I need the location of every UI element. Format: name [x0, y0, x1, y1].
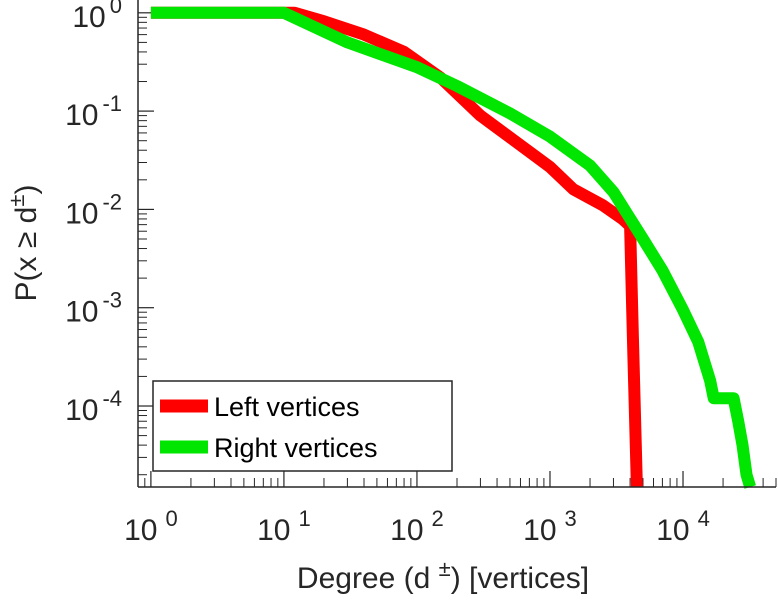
major-ticks [138, 12, 684, 487]
x-tick-label: 10 0 [124, 506, 178, 547]
series-layer [150, 6, 756, 489]
x-tick-label: 10 4 [656, 506, 710, 547]
y-tick-label: 10 0 [72, 0, 122, 34]
y-tick-label: 10 -2 [65, 189, 122, 230]
legend-label-right: Right vertices [214, 433, 378, 463]
x-tick-label: 10 1 [257, 506, 311, 547]
x-tick-labels: 10 0 10 1 10 2 10 3 10 4 [124, 506, 710, 547]
legend-label-left: Left vertices [214, 392, 360, 422]
x-tick-label: 10 2 [390, 506, 444, 547]
y-tick-label: 10 -1 [65, 91, 122, 132]
y-tick-label: 10 -4 [65, 386, 122, 427]
legend-box [152, 380, 453, 472]
y-axis-title: P(x ≥ d±) [4, 185, 43, 302]
x-tick-label: 10 3 [523, 506, 577, 547]
series-line-right-vertices [150, 6, 756, 489]
x-axis-title: Degree (d ±) [vertices] [297, 556, 589, 595]
legend: Left vertices Right vertices [152, 380, 453, 472]
y-tick-label: 10 -3 [65, 288, 122, 329]
